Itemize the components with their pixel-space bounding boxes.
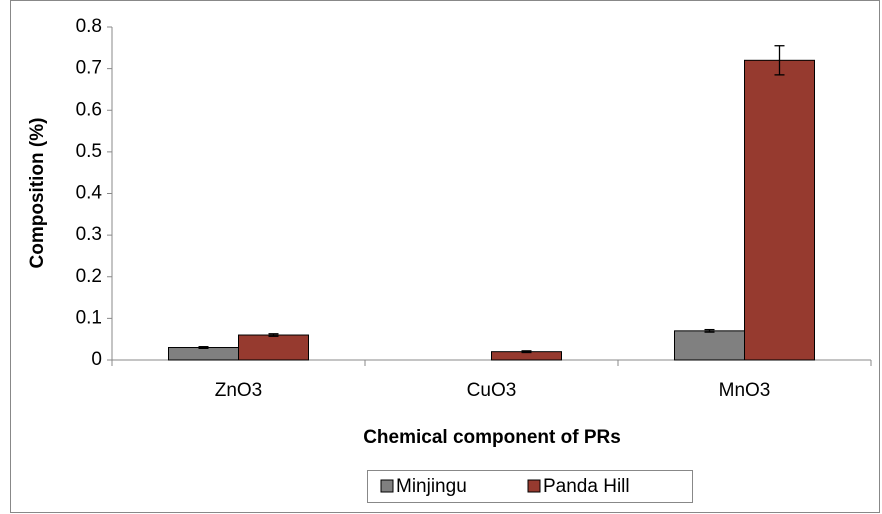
y-tick-label: 0.4 xyxy=(76,183,103,204)
y-tick-label: 0 xyxy=(91,349,102,370)
y-tick-label: 0.1 xyxy=(76,307,102,328)
y-tick-label: 0.6 xyxy=(76,99,102,120)
error-bar xyxy=(521,350,532,354)
error-bar xyxy=(268,333,279,337)
x-tick-label: ZnO3 xyxy=(215,380,263,401)
legend-label: Minjingu xyxy=(396,476,467,497)
bar xyxy=(238,334,309,361)
x-tick-label: CuO3 xyxy=(467,380,517,401)
legend-swatch xyxy=(380,479,394,493)
bar xyxy=(168,347,239,361)
error-bar xyxy=(704,328,715,333)
y-tick-label: 0.3 xyxy=(76,224,102,245)
error-bar xyxy=(198,346,209,349)
y-tick-label: 0.8 xyxy=(76,16,102,37)
error-bar xyxy=(774,45,785,76)
y-tick-label: 0.5 xyxy=(76,141,102,162)
y-axis-label: Composition (%) xyxy=(27,118,48,269)
legend-swatch xyxy=(527,479,541,493)
y-tick-label: 0.2 xyxy=(76,266,102,287)
legend-label: Panda Hill xyxy=(543,476,630,497)
x-axis-label: Chemical component of PRs xyxy=(363,427,621,448)
y-tick-label: 0.7 xyxy=(76,58,102,79)
chart-border xyxy=(10,0,880,513)
bar xyxy=(744,59,815,361)
bar xyxy=(674,330,745,361)
x-tick-label: MnO3 xyxy=(719,380,771,401)
